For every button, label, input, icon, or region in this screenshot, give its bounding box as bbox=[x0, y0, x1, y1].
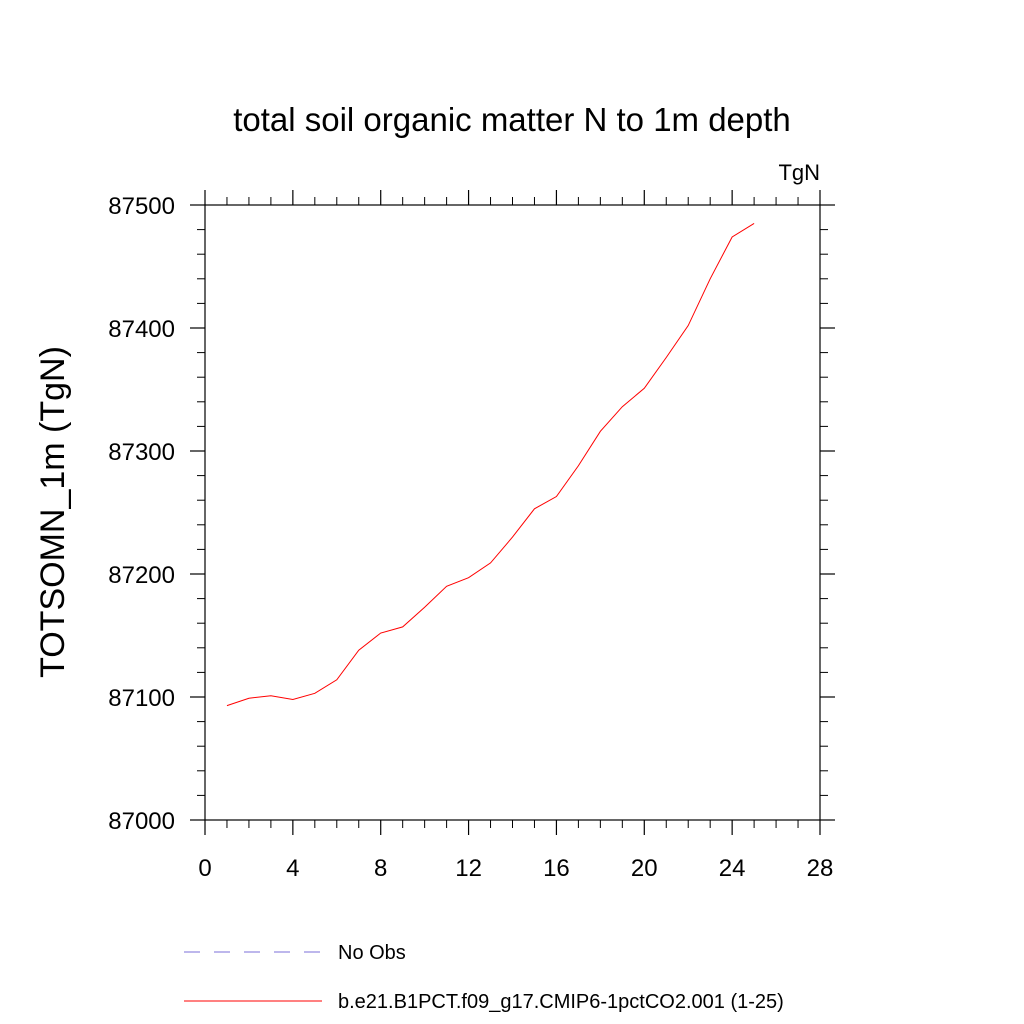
series-line bbox=[226, 223, 755, 707]
series-layer bbox=[226, 223, 755, 707]
legend: No Obs b.e21.B1PCT.f09_g17.CMIP6-1pctCO2.… bbox=[184, 942, 784, 1013]
x-tick-label: 4 bbox=[286, 855, 299, 882]
axis-ticks bbox=[190, 190, 835, 835]
y-axis-label: TOTSOMN_1m (TgN) bbox=[34, 346, 72, 678]
chart-title: total soil organic matter N to 1m depth bbox=[233, 101, 791, 138]
legend-label: No Obs bbox=[338, 942, 406, 964]
x-tick-label: 12 bbox=[455, 855, 482, 882]
x-tick-label: 0 bbox=[198, 855, 211, 882]
x-tick-label: 8 bbox=[374, 855, 387, 882]
y-tick-label: 87100 bbox=[108, 685, 175, 712]
y-tick-label: 87300 bbox=[108, 439, 175, 466]
plot-frame bbox=[204, 204, 821, 821]
units-label: TgN bbox=[778, 160, 820, 185]
x-tick-label: 16 bbox=[543, 855, 570, 882]
y-tick-label: 87400 bbox=[108, 316, 175, 343]
legend-label: b.e21.B1PCT.f09_g17.CMIP6-1pctCO2.001 (1… bbox=[338, 991, 784, 1013]
axis-tick-labels: 0 4 8 12 16 20 24 28 87000 87100 87200 87300 87400 87… bbox=[108, 193, 833, 882]
y-tick-label: 87000 bbox=[108, 808, 175, 835]
x-tick-label: 28 bbox=[807, 855, 834, 882]
y-tick-label: 87200 bbox=[108, 562, 175, 589]
x-tick-label: 24 bbox=[719, 855, 746, 882]
x-tick-label: 20 bbox=[631, 855, 658, 882]
y-tick-label: 87500 bbox=[108, 193, 175, 220]
